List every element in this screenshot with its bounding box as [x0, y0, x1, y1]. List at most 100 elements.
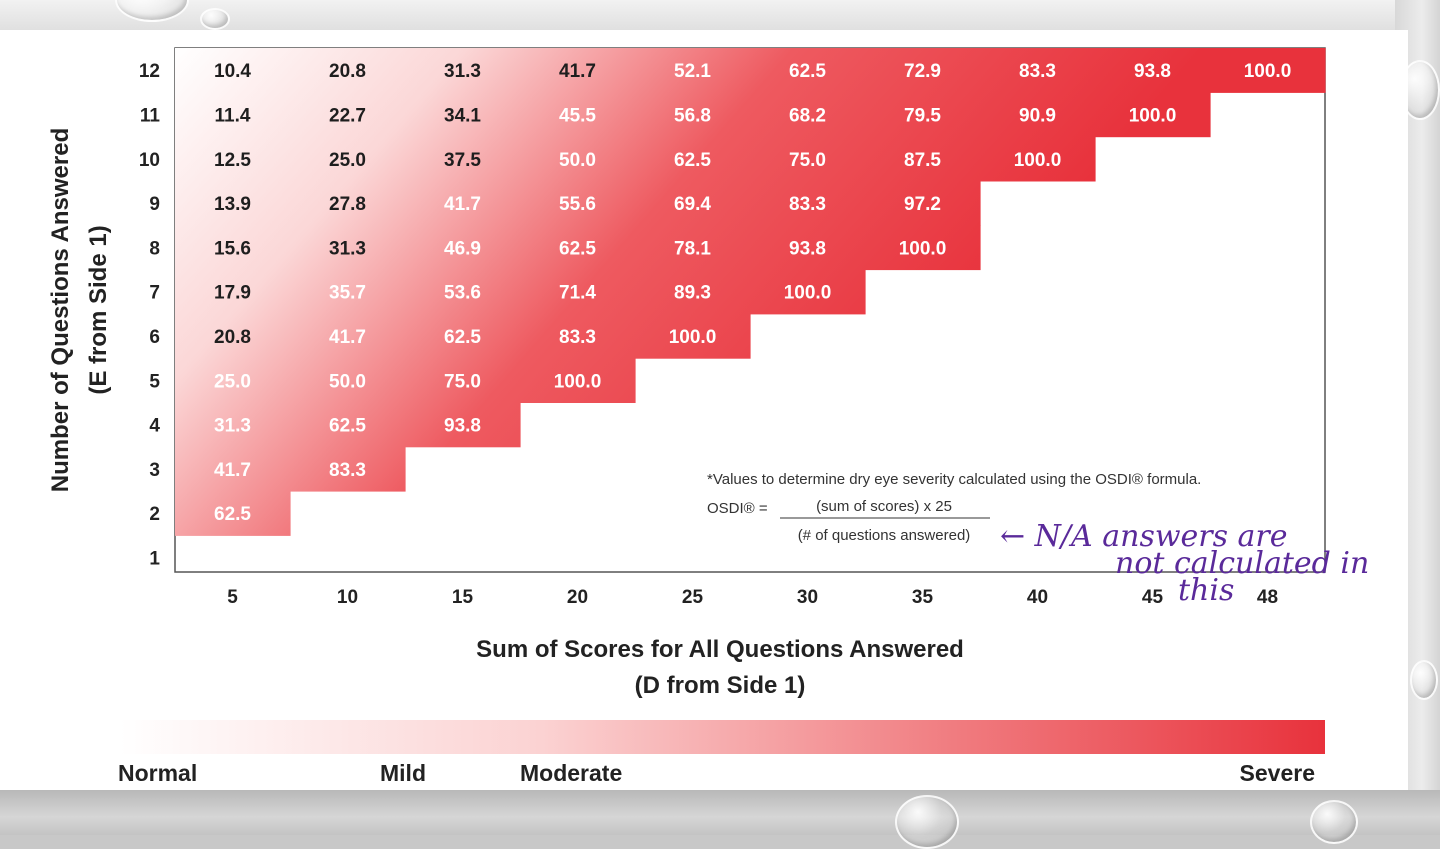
heatmap-cell-value: 93.8 — [789, 238, 826, 259]
x-tick-label: 20 — [567, 587, 588, 608]
heatmap-cell-value: 62.5 — [214, 504, 251, 525]
heatmap-cell-labels: 10.4 20.8 31.3 41.7 52.1 62.5 72.9 83.3 93.8 100.… — [214, 61, 1291, 525]
heatmap-cell-value: 10.4 — [214, 61, 251, 82]
heatmap-cell — [405, 136, 521, 182]
heatmap-cell — [290, 48, 406, 93]
slide-top-border — [0, 0, 1440, 30]
heatmap-cells — [175, 48, 1326, 536]
heatmap-cell-value: 35.7 — [329, 283, 366, 304]
y-tick-label: 12 — [139, 61, 160, 82]
heatmap-cell — [520, 269, 636, 315]
heatmap-cell-value: 52.1 — [674, 61, 711, 82]
y-axis-title-2: (E from Side 1) — [85, 225, 112, 394]
x-axis-ticks: 5 10 15 20 25 30 35 40 45 48 — [227, 587, 1278, 608]
y-axis-title-line-1: Number of Questions Answered — [47, 128, 74, 493]
heatmap-cell — [290, 269, 406, 315]
heatmap-cell — [405, 402, 521, 448]
y-tick-label: 10 — [139, 150, 160, 171]
x-tick-label: 5 — [227, 587, 238, 608]
heatmap-cell-value: 83.3 — [329, 460, 366, 481]
heatmap-cell-value: 83.3 — [559, 327, 596, 348]
heatmap-cell-value: 97.2 — [904, 194, 941, 215]
heatmap-cell-value: 45.5 — [559, 105, 596, 126]
heatmap-cell — [175, 136, 291, 182]
heatmap-cell-value: 100.0 — [899, 238, 947, 259]
heatmap-cell-value: 69.4 — [674, 194, 711, 215]
handwritten-note-line-1: ← N/A answers are — [1000, 519, 1288, 554]
x-tick-label: 48 — [1257, 587, 1278, 608]
x-tick-label: 30 — [797, 587, 818, 608]
heatmap-cell — [750, 92, 866, 138]
heatmap-cell — [635, 313, 751, 359]
heatmap-cell-value: 15.6 — [214, 238, 251, 259]
heatmap-cell-value: 100.0 — [784, 283, 832, 304]
heatmap-cell-value: 31.3 — [444, 61, 481, 82]
heatmap-cell — [520, 225, 636, 271]
heatmap-cell-value: 100.0 — [1014, 150, 1062, 171]
heatmap-cell-value: 100.0 — [554, 371, 602, 392]
heatmap-cell — [635, 269, 751, 315]
heatmap-cell-value: 13.9 — [214, 194, 251, 215]
heatmap-cell — [175, 48, 291, 93]
heatmap-cell — [865, 48, 981, 93]
heatmap-cell — [290, 136, 406, 182]
y-tick-label: 7 — [149, 283, 160, 304]
heatmap-cell-value: 100.0 — [1129, 105, 1177, 126]
heatmap-cell — [520, 180, 636, 226]
heatmap-cell-value: 50.0 — [329, 371, 366, 392]
heatmap-cell-value: 22.7 — [329, 105, 366, 126]
heatmap-cell-value: 62.5 — [444, 327, 481, 348]
heatmap-cell-value: 62.5 — [674, 150, 711, 171]
heatmap-cell-value: 62.5 — [329, 416, 366, 437]
heatmap-cell-value: 83.3 — [1019, 61, 1056, 82]
y-axis-title-line-2: (E from Side 1) — [85, 225, 112, 394]
heatmap-cell — [520, 136, 636, 182]
heatmap-cell — [405, 269, 521, 315]
x-tick-label: 15 — [452, 587, 474, 608]
water-droplet-decoration — [200, 8, 230, 30]
heatmap-cell-value: 55.6 — [559, 194, 596, 215]
heatmap-cell — [980, 92, 1096, 138]
heatmap-cell-value: 12.5 — [214, 150, 251, 171]
scale-label-moderate: Moderate — [520, 760, 622, 786]
x-axis-title-line-2: (D from Side 1) — [635, 672, 806, 699]
heatmap-cell-value: 31.3 — [329, 238, 366, 259]
heatmap-cell — [405, 48, 521, 93]
heatmap-cell — [290, 358, 406, 403]
heatmap-cell-value: 79.5 — [904, 105, 941, 126]
x-tick-label: 40 — [1027, 587, 1048, 608]
heatmap-cell-value: 83.3 — [789, 194, 826, 215]
heatmap-cell — [290, 225, 406, 271]
heatmap-cell — [750, 48, 866, 93]
water-droplet-decoration — [1410, 660, 1438, 700]
x-tick-label: 35 — [912, 587, 934, 608]
heatmap-cell — [865, 136, 981, 182]
heatmap-cell — [290, 313, 406, 359]
heatmap-cell — [175, 358, 291, 403]
y-axis-title: Number of Questions Answered — [47, 128, 74, 493]
heatmap-cell — [1210, 48, 1326, 93]
heatmap-cell — [175, 269, 291, 315]
heatmap-cell — [980, 136, 1096, 182]
heatmap-cell — [290, 446, 406, 492]
heatmap-cell-value: 53.6 — [444, 283, 481, 304]
heatmap-cell-value: 56.8 — [674, 105, 711, 126]
heatmap-cell-value: 93.8 — [1134, 61, 1171, 82]
heatmap-cell — [405, 358, 521, 403]
heatmap-cell — [865, 92, 981, 138]
y-tick-label: 1 — [149, 548, 160, 569]
heatmap-cell — [1095, 92, 1211, 138]
heatmap-cell-value: 17.9 — [214, 283, 251, 304]
heatmap-cell-value: 87.5 — [904, 150, 941, 171]
heatmap-cell-value: 41.7 — [444, 194, 481, 215]
heatmap-cell-value: 62.5 — [559, 238, 596, 259]
y-tick-label: 2 — [149, 504, 160, 525]
scale-label-normal: Normal — [118, 760, 197, 786]
heatmap-cell-value: 34.1 — [444, 105, 481, 126]
heatmap-cell — [290, 180, 406, 226]
heatmap-cell-value: 25.0 — [329, 150, 366, 171]
heatmap-cell — [865, 225, 981, 271]
heatmap-cell-value: 100.0 — [1244, 61, 1292, 82]
formula-numerator: (sum of scores) x 25 — [816, 498, 952, 515]
y-tick-label: 11 — [140, 105, 161, 126]
